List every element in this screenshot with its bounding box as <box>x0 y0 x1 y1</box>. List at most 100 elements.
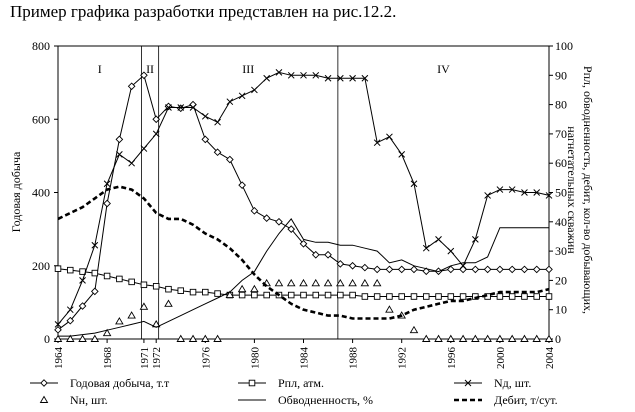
data-point-x <box>103 180 111 188</box>
stage-label: III <box>242 62 254 76</box>
series-none-solid <box>58 218 549 337</box>
x-tick-label: 1964 <box>53 347 65 370</box>
data-point-x <box>386 133 393 141</box>
data-point-x <box>533 189 541 196</box>
data-point-square <box>435 293 442 300</box>
series-line <box>58 218 549 337</box>
data-point-square <box>128 278 135 286</box>
data-point-x <box>226 98 234 106</box>
y-right-tick-label: 20 <box>555 273 567 287</box>
data-point-x <box>263 74 271 82</box>
data-point-square <box>496 293 504 300</box>
data-point-square <box>312 291 320 299</box>
y-left-tick-label: 0 <box>44 332 50 346</box>
x-tick-label: 1971 <box>139 347 151 369</box>
stage-label: II <box>146 62 154 76</box>
data-point-x <box>152 130 160 138</box>
data-point-diamond <box>336 260 345 268</box>
data-point-x <box>54 320 62 328</box>
data-point-diamond <box>324 250 332 259</box>
legend-label: Годовая добыча, т.т <box>70 376 170 390</box>
data-point-diamond <box>287 225 296 233</box>
legend-item: Дебит, т/сут. <box>454 393 558 407</box>
x-tick-label: 1980 <box>249 347 261 370</box>
legend-item: Nд, шт. <box>454 376 531 390</box>
data-point-diamond <box>115 135 124 144</box>
x-tick-label: 1988 <box>348 347 360 370</box>
data-point-x <box>508 186 516 193</box>
data-point-triangle <box>176 334 186 342</box>
data-point-triangle <box>213 334 222 342</box>
legend-item: Nн, шт. <box>39 393 108 407</box>
x-tick-label: 2004 <box>544 347 556 370</box>
y-right-tick-label: 70 <box>555 127 567 141</box>
data-point-square <box>251 291 258 299</box>
data-point-square <box>287 291 295 299</box>
data-point-x <box>79 277 86 284</box>
data-point-square <box>214 290 221 297</box>
data-point-x <box>275 69 283 76</box>
data-point-square <box>398 293 405 300</box>
data-point-x <box>336 74 344 82</box>
data-point-square <box>177 287 184 294</box>
stage-label: IV <box>437 62 450 76</box>
data-point-diamond <box>459 265 467 274</box>
series-line <box>57 71 550 325</box>
y-right-tick-label: 100 <box>555 39 573 53</box>
data-point-triangle <box>115 317 124 325</box>
data-point-diamond <box>226 155 234 164</box>
y-right-tick-label: 40 <box>555 215 567 229</box>
data-point-x <box>214 118 221 126</box>
y-left-tick-label: 400 <box>32 186 50 200</box>
data-point-diamond <box>90 287 99 296</box>
x-tick-label: 1968 <box>102 347 114 370</box>
data-point-diamond <box>446 265 455 274</box>
data-point-x <box>312 71 320 79</box>
data-point-triangle <box>164 299 173 307</box>
y-left-tick-label: 800 <box>32 39 50 53</box>
data-point-diamond <box>311 250 320 259</box>
x-tick-label: 1984 <box>299 347 311 370</box>
data-point-x <box>545 192 553 199</box>
data-point-triangle <box>250 284 259 293</box>
data-point-square <box>54 265 62 272</box>
legend-item: Рпл, атм. <box>238 376 324 390</box>
data-point-square <box>152 283 160 290</box>
data-point-diamond <box>348 261 357 270</box>
data-point-diamond <box>410 265 418 274</box>
data-point-triangle <box>311 278 321 287</box>
legend-item: Обводненность, % <box>238 393 373 407</box>
data-point-x <box>91 241 99 249</box>
series-line <box>57 185 550 320</box>
data-point-square <box>202 288 209 296</box>
data-point-diamond <box>373 265 381 274</box>
data-point-square <box>521 293 528 300</box>
data-point-x <box>140 145 148 152</box>
data-point-triangle <box>225 290 235 298</box>
data-point-square <box>238 291 246 299</box>
data-point-square <box>103 272 111 280</box>
data-point-diamond <box>520 265 529 274</box>
data-point-triangle <box>348 278 357 287</box>
data-point-triangle <box>274 278 284 287</box>
data-point-square <box>447 293 455 300</box>
data-point-x <box>128 159 136 167</box>
data-point-triangle <box>286 278 296 287</box>
data-point-x <box>410 180 418 188</box>
data-point-square <box>300 291 307 299</box>
data-point-triangle <box>201 334 210 342</box>
y-right-tick-label: 50 <box>555 186 567 200</box>
data-point-x <box>238 92 246 100</box>
series-square-solid <box>54 265 553 300</box>
data-point-x <box>484 192 491 199</box>
data-point-triangle <box>39 395 49 403</box>
x-tick-label: 1996 <box>446 347 458 370</box>
data-point-diamond <box>250 206 259 215</box>
data-point-square <box>459 293 467 300</box>
data-point-x <box>251 86 258 94</box>
data-point-triangle <box>458 334 468 342</box>
data-point-diamond <box>471 265 480 274</box>
data-point-x <box>116 151 123 158</box>
data-point-diamond <box>532 265 541 274</box>
